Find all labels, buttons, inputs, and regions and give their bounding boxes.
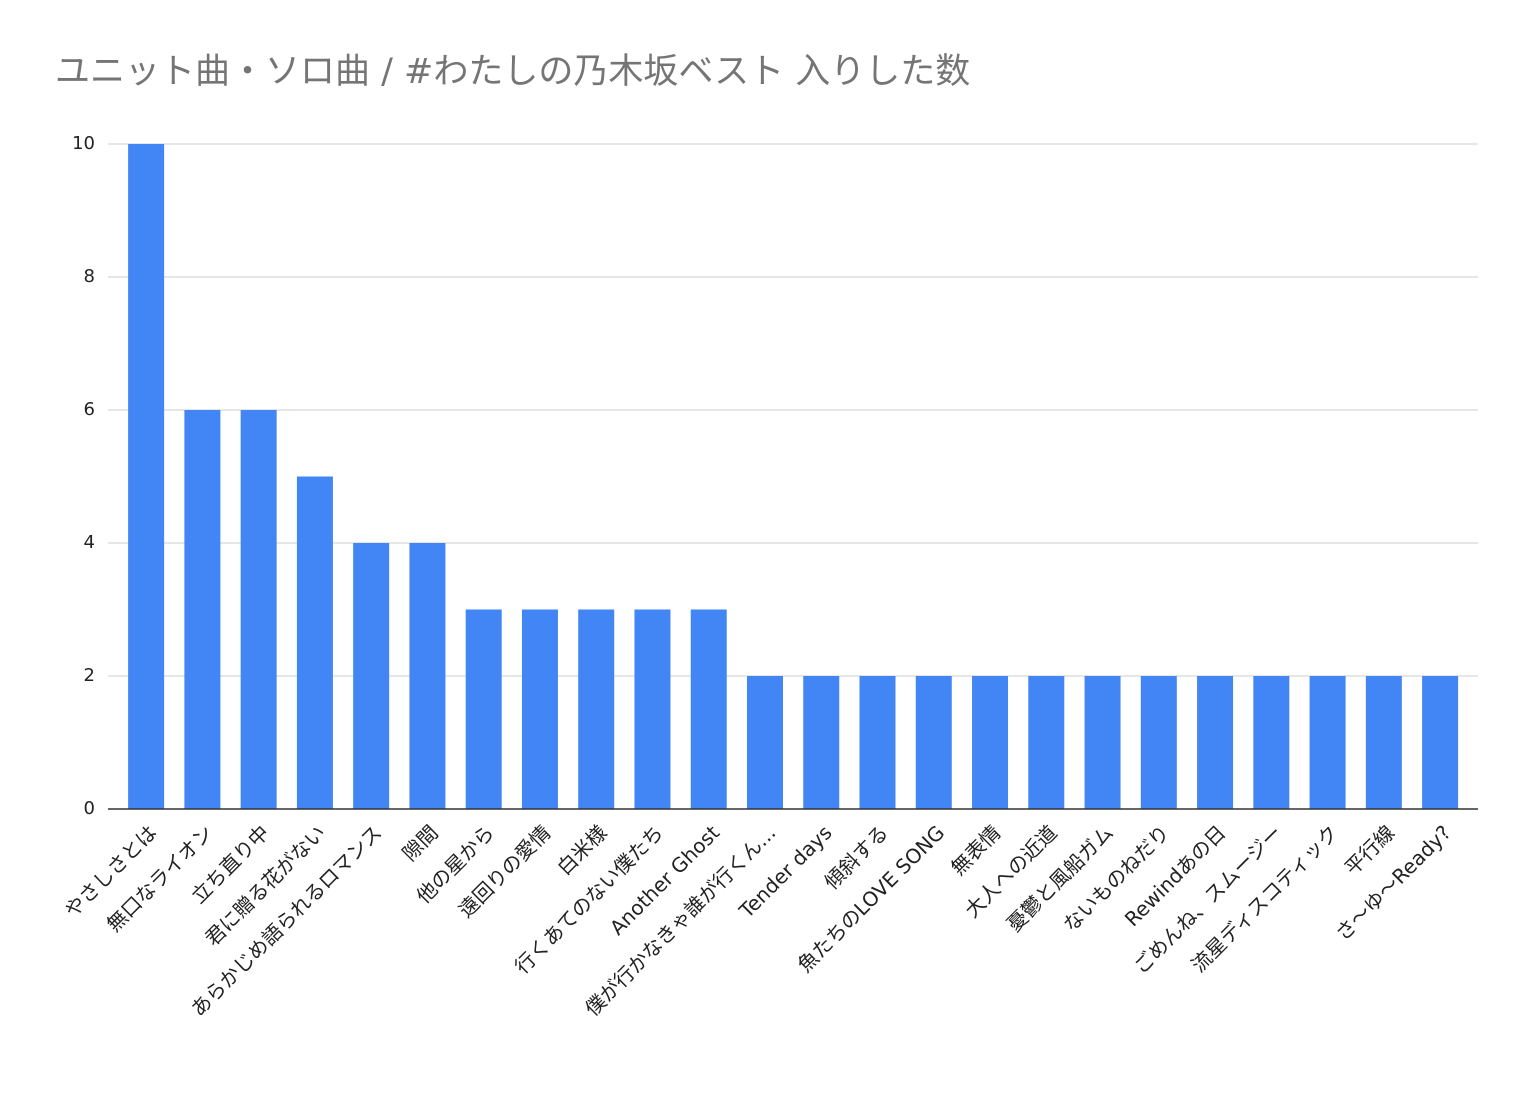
bar [1365,676,1402,809]
bar [1253,676,1290,809]
y-tick-label: 6 [84,399,95,420]
chart-title: ユニット曲・ソロ曲 / #わたしの乃木坂ベスト 入りした数 [55,52,970,92]
y-tick-label: 4 [84,532,95,553]
y-tick-label: 2 [84,665,95,686]
bar [1028,676,1065,809]
bar [1084,676,1121,809]
bar [578,609,615,809]
bar [803,676,840,809]
bar [690,609,727,809]
bar [184,410,221,809]
y-tick-label: 0 [84,798,95,819]
bar [1197,676,1234,809]
bar [634,609,671,809]
bar [296,476,333,809]
bar [972,676,1009,809]
bar [465,609,502,809]
bar [1309,676,1346,809]
bar [353,543,390,809]
bar [859,676,896,809]
y-tick-label: 8 [84,266,95,287]
bar [915,676,952,809]
bar [409,543,446,809]
bar [746,676,783,809]
bar [1422,676,1459,809]
bar [240,410,277,809]
y-tick-label: 10 [72,133,95,154]
bar [521,609,558,809]
bar [1140,676,1177,809]
x-tick-label: 隙間 [398,820,443,865]
bar [128,144,165,809]
